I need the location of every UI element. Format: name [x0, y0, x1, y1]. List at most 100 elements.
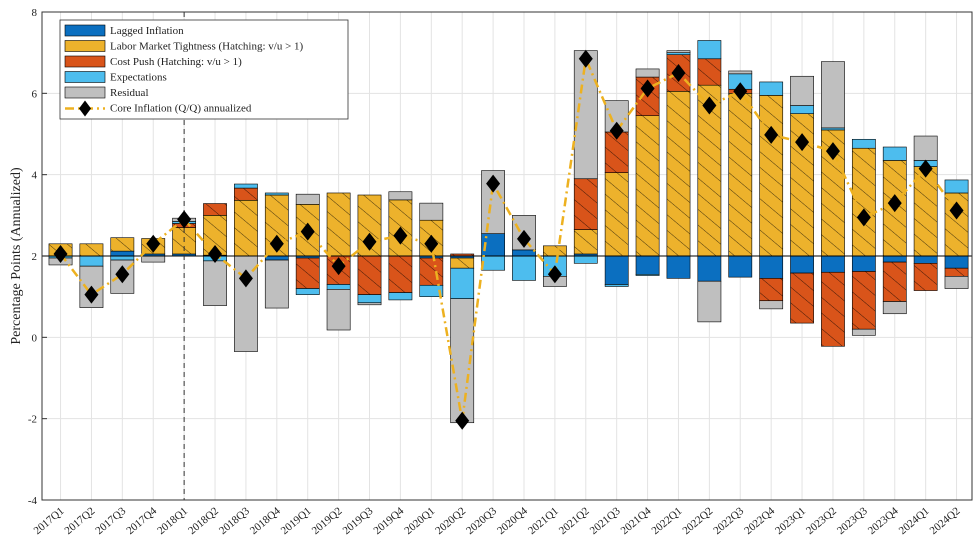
bar-segment — [604, 284, 629, 287]
hatch — [327, 192, 351, 256]
legend-label: Residual — [110, 87, 149, 99]
marker — [238, 269, 253, 288]
bar-segment — [635, 255, 660, 275]
marker — [887, 194, 902, 213]
x-tick-label: 2019Q1 — [279, 505, 314, 537]
marker — [949, 201, 964, 220]
bar-segment — [512, 255, 536, 281]
x-tick-label: 2020Q3 — [464, 505, 499, 537]
hatch — [697, 58, 721, 86]
legend-swatch — [64, 71, 106, 83]
bar-segment — [450, 267, 475, 300]
marker — [115, 265, 130, 284]
x-tick-label: 2024Q1 — [897, 505, 932, 537]
hatch — [450, 258, 474, 269]
hatch — [419, 258, 443, 286]
hatch — [203, 203, 227, 216]
marker — [208, 244, 223, 263]
hatch — [852, 148, 876, 256]
hatch — [728, 93, 752, 256]
bar-segment — [759, 300, 784, 310]
hatch — [821, 272, 845, 347]
x-tick-label: 2019Q4 — [371, 505, 406, 537]
x-tick-label: 2021Q3 — [588, 505, 623, 537]
marker — [486, 174, 501, 193]
bar-segment — [264, 192, 289, 196]
bar-segment — [234, 183, 258, 189]
bar-segment — [388, 191, 413, 201]
bar-segment — [203, 260, 227, 306]
hatch — [914, 263, 938, 291]
bar-segment — [666, 52, 691, 56]
hatch — [450, 253, 474, 256]
bar-segment — [790, 105, 814, 114]
bar-segment — [944, 255, 969, 269]
x-tick-label: 2022Q2 — [680, 505, 715, 537]
y-tick-label: -4 — [28, 495, 38, 507]
marker — [764, 125, 779, 144]
x-tick-label: 2018Q3 — [217, 505, 252, 537]
bar-segment — [326, 284, 351, 290]
x-tick-label: 2023Q1 — [773, 505, 808, 537]
x-tick-label: 2021Q1 — [526, 505, 561, 537]
legend-label: Expectations — [110, 72, 167, 84]
x-tick-label: 2024Q2 — [928, 505, 963, 537]
hatch — [944, 192, 969, 256]
x-tick-label: 2022Q1 — [650, 505, 685, 537]
bar-segment — [728, 255, 753, 278]
x-tick-label: 2018Q4 — [248, 505, 283, 537]
x-tick-label: 2020Q4 — [495, 505, 530, 537]
bar-segment — [913, 135, 938, 161]
bar-segment — [759, 255, 784, 279]
bar-segment — [821, 61, 845, 129]
bar-segment — [821, 255, 845, 273]
hatch — [790, 113, 814, 257]
bar-segment — [357, 294, 382, 304]
y-tick-label: 2 — [32, 251, 38, 263]
x-tick-label: 2021Q4 — [619, 505, 654, 537]
bar-segment — [481, 255, 505, 271]
marker — [331, 257, 346, 276]
marker — [455, 411, 470, 430]
x-tick-label: 2017Q2 — [62, 505, 97, 537]
bar-segment — [944, 276, 969, 289]
marker — [362, 232, 377, 251]
marker — [640, 79, 655, 98]
bar-segment — [821, 127, 845, 131]
x-tick-label: 2017Q3 — [93, 505, 128, 537]
bar-segment — [388, 292, 413, 301]
hatch — [234, 200, 258, 256]
bar-segment — [573, 255, 598, 264]
bar-segment — [79, 255, 104, 267]
marker — [671, 64, 686, 82]
bar-segment — [295, 288, 320, 295]
bar-segment — [604, 255, 629, 285]
marker — [578, 49, 593, 68]
y-tick-label: 6 — [32, 88, 38, 100]
plot-frame — [41, 11, 973, 501]
marker — [146, 234, 161, 253]
legend-swatch — [64, 55, 106, 68]
hatch — [605, 131, 629, 173]
bar-segment — [110, 255, 135, 261]
legend-label: Cost Push (Hatching: v/u > 1) — [110, 56, 242, 68]
hatch — [543, 245, 567, 256]
x-tick-label: 2023Q4 — [866, 505, 901, 537]
x-tick-label: 2019Q2 — [310, 505, 345, 537]
x-tick-label: 2023Q3 — [835, 505, 870, 537]
x-tick-label: 2023Q2 — [804, 505, 839, 537]
hatch — [605, 172, 629, 256]
y-axis-label: Percentage Points (Annualized) — [9, 167, 24, 345]
bar-segment — [666, 50, 691, 53]
bar-segment — [882, 146, 907, 161]
bar-segment — [357, 302, 382, 306]
bar-segment — [419, 202, 444, 221]
bar-segment — [666, 255, 691, 279]
hatch — [296, 258, 320, 289]
hatch — [759, 278, 783, 301]
x-tick-label: 2018Q2 — [186, 505, 221, 537]
hatch — [821, 129, 845, 256]
hatch — [574, 178, 598, 230]
marker — [856, 208, 871, 227]
